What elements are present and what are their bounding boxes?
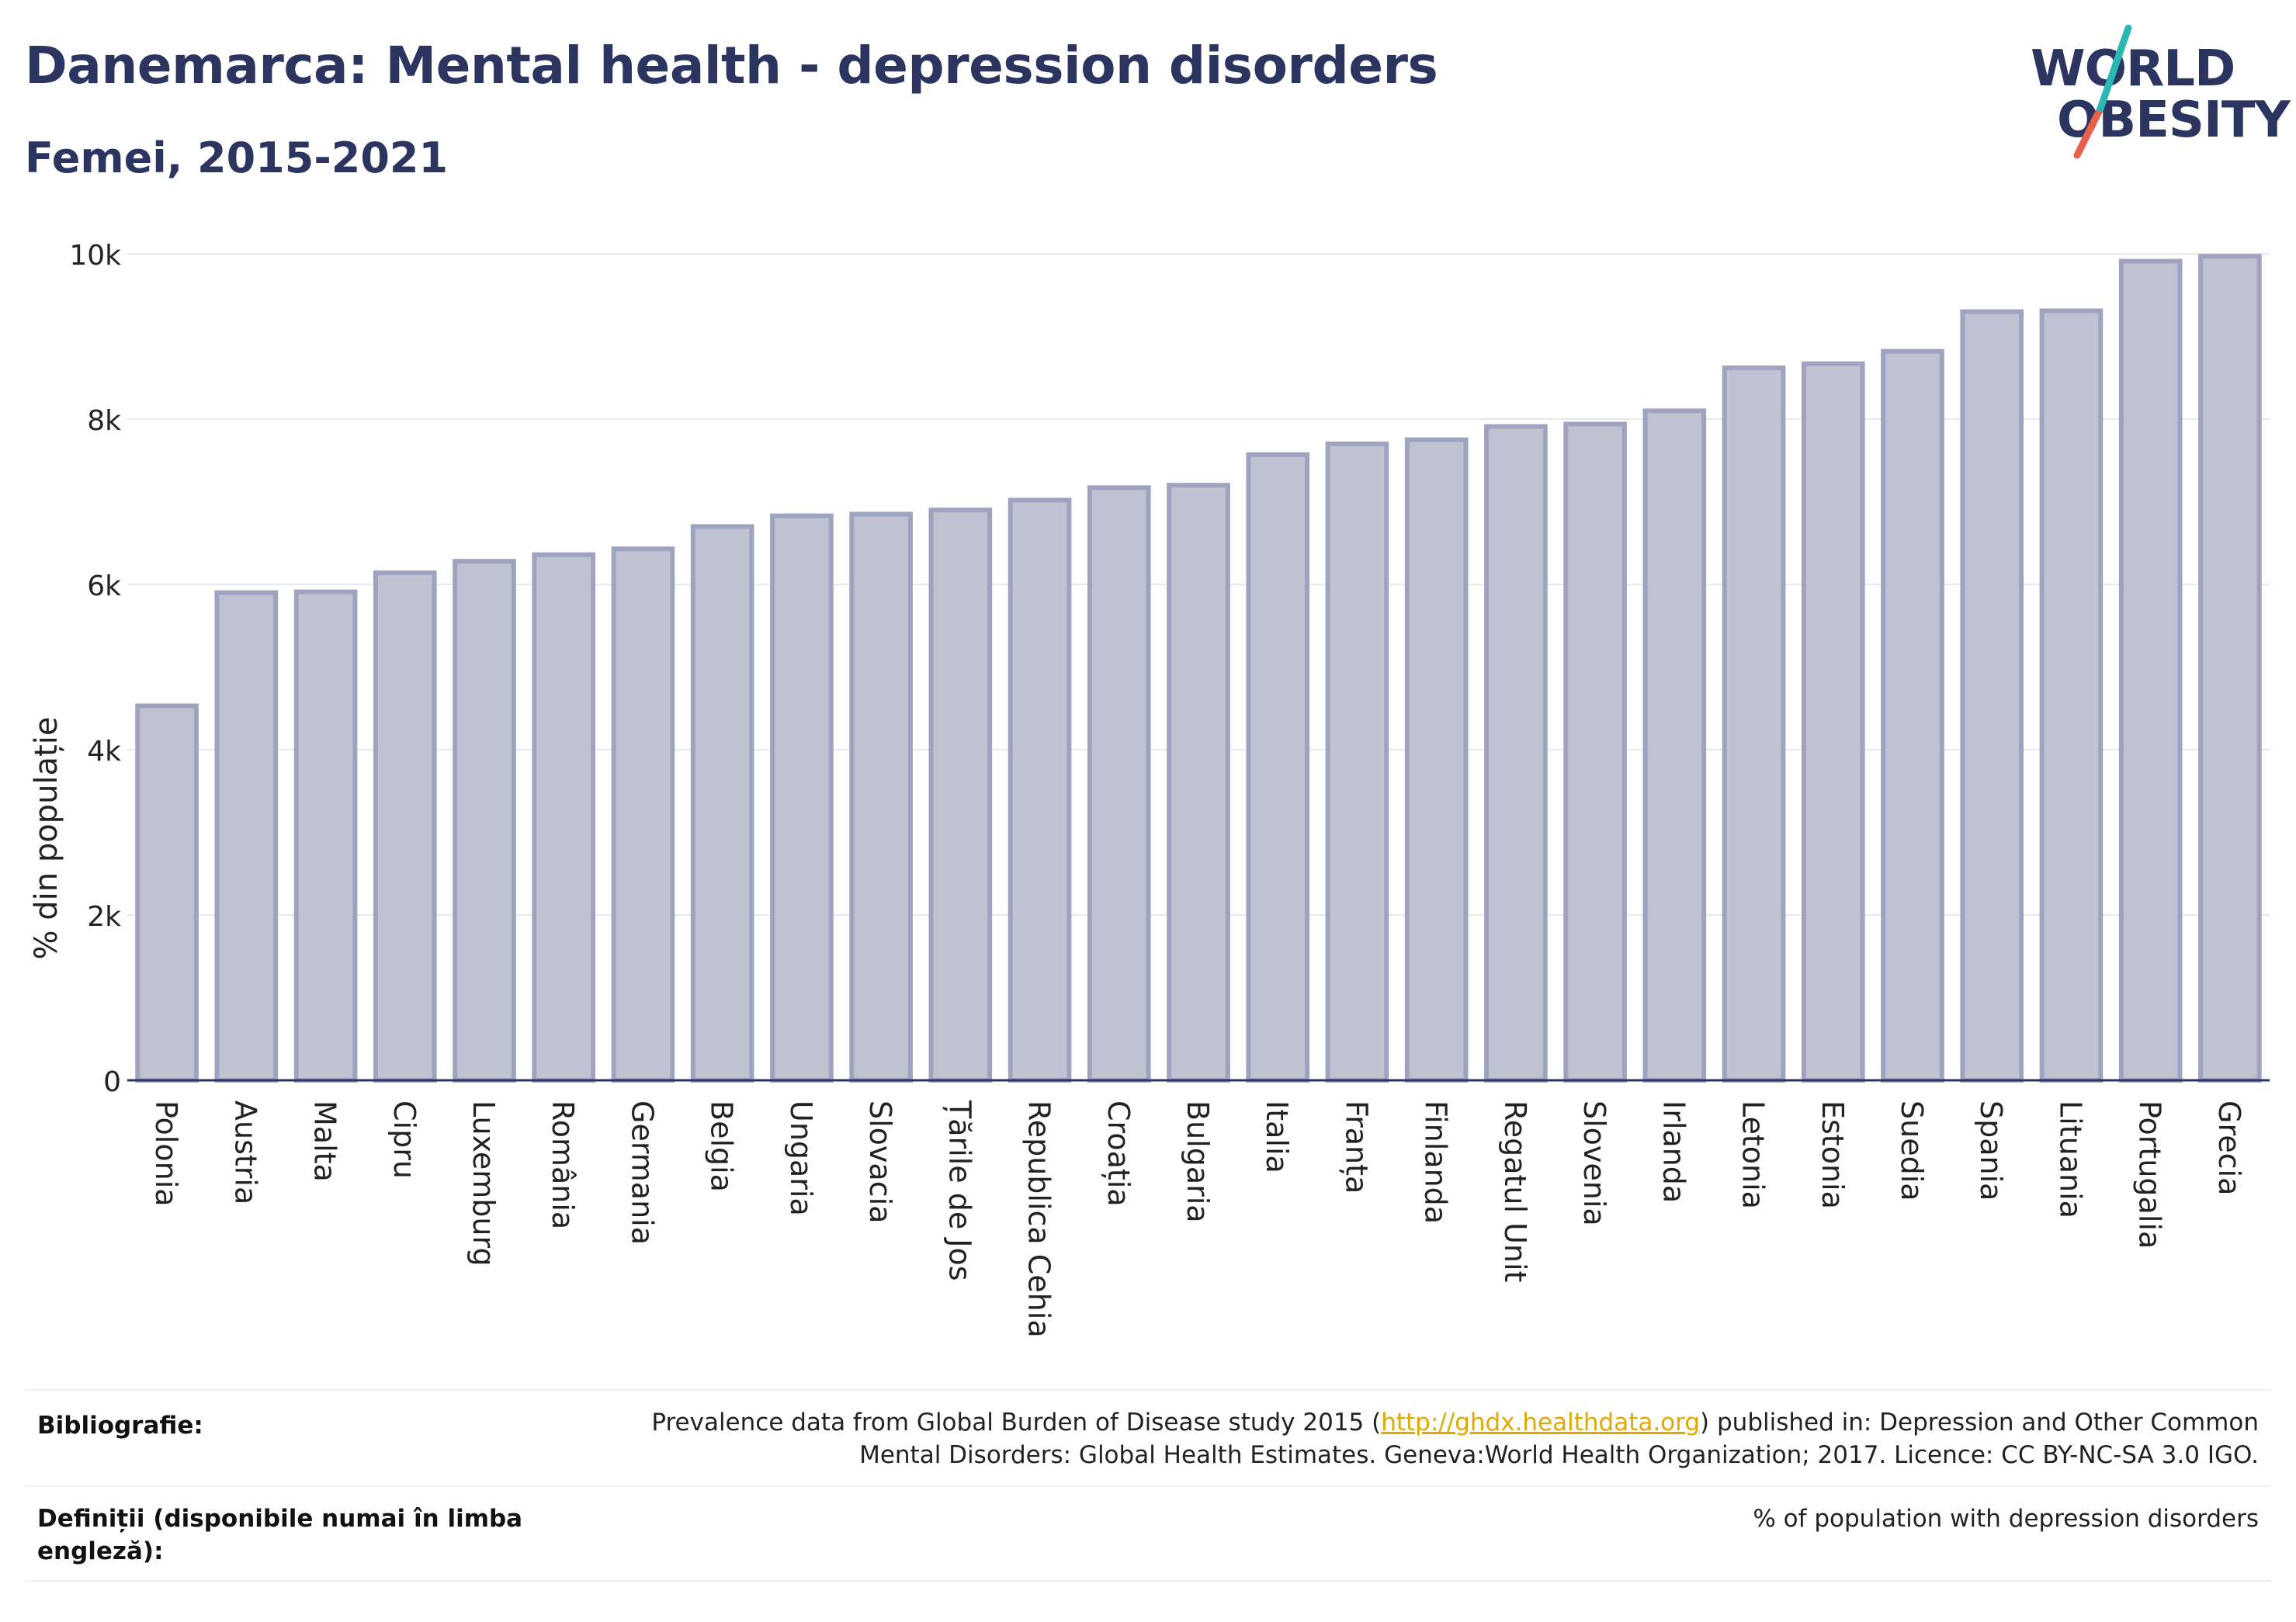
x-tick-label: Grecia (2212, 1100, 2246, 1195)
x-tick-label: Lituania (2053, 1100, 2087, 1218)
x-tick-label: Estonia (1816, 1100, 1850, 1209)
bar[interactable] (1325, 441, 1389, 1083)
x-tick-label: Țările de Jos (942, 1100, 976, 1281)
x-tick-label: Germania (625, 1100, 659, 1245)
x-tick-label: Polonia (149, 1100, 183, 1207)
bar[interactable] (690, 524, 754, 1083)
x-tick-label: Luxemburg (466, 1100, 501, 1267)
x-tick-label: România (546, 1100, 580, 1229)
bar[interactable] (1642, 408, 1707, 1083)
bar[interactable] (1801, 361, 1865, 1083)
x-tick-label: Cipru (387, 1100, 421, 1179)
footer-divider-top (25, 1389, 2271, 1391)
x-tick-label: Suedia (1895, 1100, 1929, 1201)
bibliography-link[interactable]: http://ghdx.healthdata.org (1381, 1409, 1701, 1437)
bar[interactable] (1246, 452, 1310, 1083)
x-tick-label: Austria (228, 1100, 262, 1204)
definitions-text: % of population with depression disorder… (1753, 1505, 2259, 1533)
chart-subtitle: Femei, 2015-2021 (25, 133, 449, 182)
bar[interactable] (1960, 309, 2024, 1083)
bibliography-label: Bibliografie: (37, 1412, 203, 1440)
bar[interactable] (532, 552, 596, 1083)
x-tick-label: Spania (1974, 1100, 2008, 1201)
logo-line-1: WORLD (2031, 40, 2235, 98)
x-tick-label: Italia (1260, 1100, 1294, 1173)
y-tick-label: 0 (103, 1066, 121, 1098)
bar-chart: 0 2k 4k 6k 8k 10k Polonia Austria Malta Cipru Luxe… (69, 240, 2270, 1338)
footer-divider-middle (25, 1485, 2271, 1487)
bar[interactable] (2039, 308, 2104, 1083)
world-obesity-logo: WORLD OBESITY (2026, 23, 2291, 163)
y-tick-label: 8k (87, 405, 121, 437)
bibliography-text-line-2: Mental Disorders: Global Health Estimate… (859, 1441, 2259, 1469)
bar[interactable] (1722, 365, 1786, 1083)
definitions-label-line-1: Definiții (disponibile numai în limba (37, 1505, 523, 1533)
bar[interactable] (214, 590, 279, 1083)
bar[interactable] (928, 508, 993, 1083)
bar[interactable] (2198, 254, 2262, 1083)
x-tick-label: Slovacia (863, 1100, 897, 1223)
x-tick-label: Bulgaria (1181, 1100, 1215, 1223)
bar[interactable] (849, 511, 913, 1083)
bar[interactable] (1167, 483, 1230, 1083)
bar[interactable] (770, 513, 834, 1083)
x-tick-label: Belgia (705, 1100, 739, 1192)
x-tick-label: Franța (1339, 1100, 1373, 1194)
bar[interactable] (1881, 348, 1944, 1083)
bibliography-text-line-1: Prevalence data from Global Burden of Di… (651, 1409, 2259, 1437)
bar[interactable] (1087, 485, 1151, 1083)
x-tick-label: Portugalia (2133, 1100, 2167, 1249)
x-tick-label: Slovenia (1577, 1100, 1611, 1226)
bar[interactable] (1008, 497, 1072, 1083)
bar[interactable] (1563, 421, 1627, 1083)
x-tick-label: Irlanda (1656, 1100, 1691, 1203)
x-tick-label: Finlanda (1419, 1100, 1453, 1224)
x-tick-label: Ungaria (784, 1100, 818, 1216)
bar[interactable] (135, 703, 199, 1083)
y-tick-label: 2k (87, 901, 121, 933)
footer-divider-bottom (25, 1580, 2271, 1582)
bar[interactable] (611, 546, 675, 1083)
bar[interactable] (2118, 258, 2183, 1083)
x-tick-label: Letonia (1736, 1100, 1771, 1209)
bar[interactable] (293, 589, 358, 1083)
bar[interactable] (1404, 437, 1469, 1083)
y-tick-label: 6k (87, 570, 121, 602)
chart-title: Danemarca: Mental health - depression di… (25, 36, 1438, 95)
definitions-label-line-2: engleză): (37, 1537, 164, 1565)
x-tick-label: Croația (1101, 1100, 1136, 1207)
x-tick-label: Republica Cehia (1022, 1100, 1056, 1338)
y-tick-label: 10k (69, 240, 121, 272)
bar[interactable] (453, 559, 516, 1083)
x-tick-label: Regatul Unit (1498, 1100, 1532, 1282)
bar[interactable] (373, 570, 437, 1083)
y-tick-label: 4k (87, 736, 121, 768)
logo-slash-icon (2073, 24, 2132, 159)
bar[interactable] (1484, 424, 1548, 1083)
x-tick-label: Malta (308, 1100, 342, 1182)
